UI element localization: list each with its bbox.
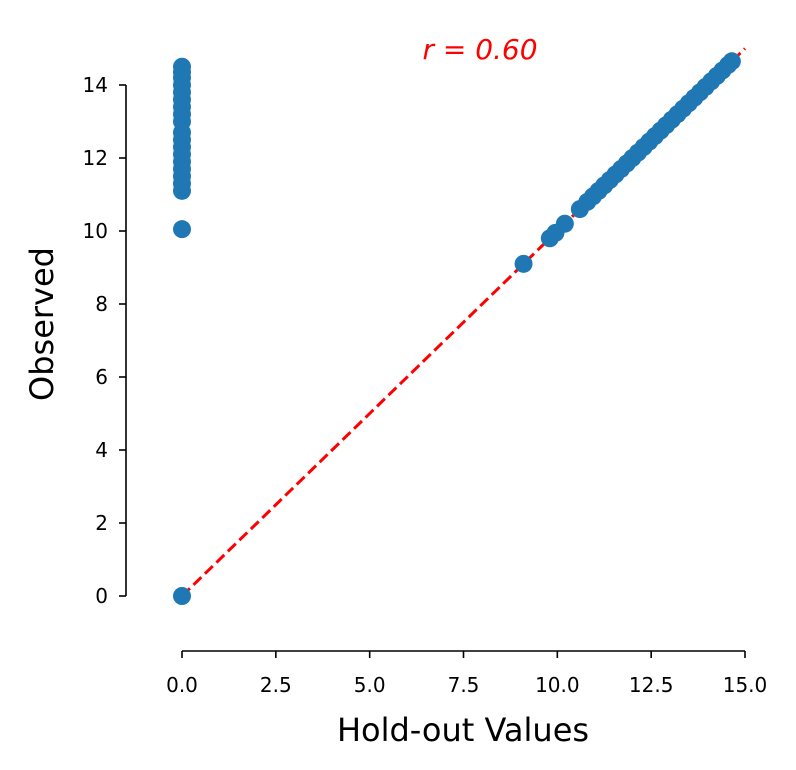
x-tick-label: 5.0 bbox=[354, 673, 386, 697]
y-ticks: 0 2 4 6 8 10 12 14 bbox=[83, 73, 126, 608]
x-ticks: 0.0 2.5 5.0 7.5 10.0 12.5 15.0 bbox=[166, 651, 767, 697]
x-axis-title: Hold-out Values bbox=[337, 711, 589, 749]
data-point bbox=[514, 254, 533, 273]
y-tick-label: 2 bbox=[95, 511, 108, 535]
y-tick-label: 0 bbox=[95, 584, 108, 608]
reference-line-layer bbox=[180, 47, 747, 598]
data-point bbox=[722, 52, 741, 71]
data-point bbox=[173, 57, 191, 76]
x-tick-label: 0.0 bbox=[166, 673, 198, 697]
y-tick-label: 6 bbox=[95, 365, 108, 389]
reference-line bbox=[180, 47, 747, 598]
points-layer bbox=[173, 52, 741, 605]
x-tick-label: 2.5 bbox=[260, 673, 292, 697]
y-tick-label: 4 bbox=[95, 438, 108, 462]
y-tick-label: 12 bbox=[83, 146, 108, 170]
x-tick-label: 12.5 bbox=[629, 673, 674, 697]
data-point bbox=[555, 214, 574, 233]
y-tick-label: 14 bbox=[83, 73, 108, 97]
y-axis-title: Observed bbox=[23, 247, 61, 401]
data-point bbox=[173, 587, 191, 605]
y-tick-label: 10 bbox=[83, 219, 108, 243]
x-tick-label: 15.0 bbox=[723, 673, 768, 697]
x-tick-label: 10.0 bbox=[535, 673, 580, 697]
y-tick-label: 8 bbox=[95, 292, 108, 316]
data-point bbox=[173, 220, 191, 239]
correlation-annotation: r = 0.60 bbox=[422, 33, 537, 66]
x-tick-label: 7.5 bbox=[448, 673, 480, 697]
